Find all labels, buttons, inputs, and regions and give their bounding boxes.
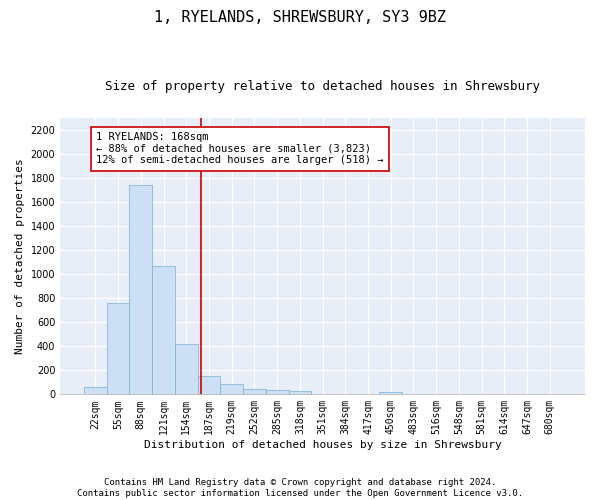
- Text: 1, RYELANDS, SHREWSBURY, SY3 9BZ: 1, RYELANDS, SHREWSBURY, SY3 9BZ: [154, 10, 446, 25]
- Bar: [220, 384, 243, 394]
- X-axis label: Distribution of detached houses by size in Shrewsbury: Distribution of detached houses by size …: [144, 440, 502, 450]
- Bar: [197, 376, 220, 394]
- Bar: [130, 185, 152, 394]
- Bar: [107, 303, 130, 394]
- Bar: [84, 387, 107, 394]
- Bar: [289, 391, 311, 394]
- Bar: [152, 266, 175, 394]
- Bar: [175, 344, 197, 395]
- Bar: [266, 390, 289, 394]
- Text: Contains HM Land Registry data © Crown copyright and database right 2024.
Contai: Contains HM Land Registry data © Crown c…: [77, 478, 523, 498]
- Text: 1 RYELANDS: 168sqm
← 88% of detached houses are smaller (3,823)
12% of semi-deta: 1 RYELANDS: 168sqm ← 88% of detached hou…: [96, 132, 383, 166]
- Title: Size of property relative to detached houses in Shrewsbury: Size of property relative to detached ho…: [105, 80, 540, 93]
- Y-axis label: Number of detached properties: Number of detached properties: [15, 158, 25, 354]
- Bar: [379, 392, 402, 394]
- Bar: [243, 388, 266, 394]
